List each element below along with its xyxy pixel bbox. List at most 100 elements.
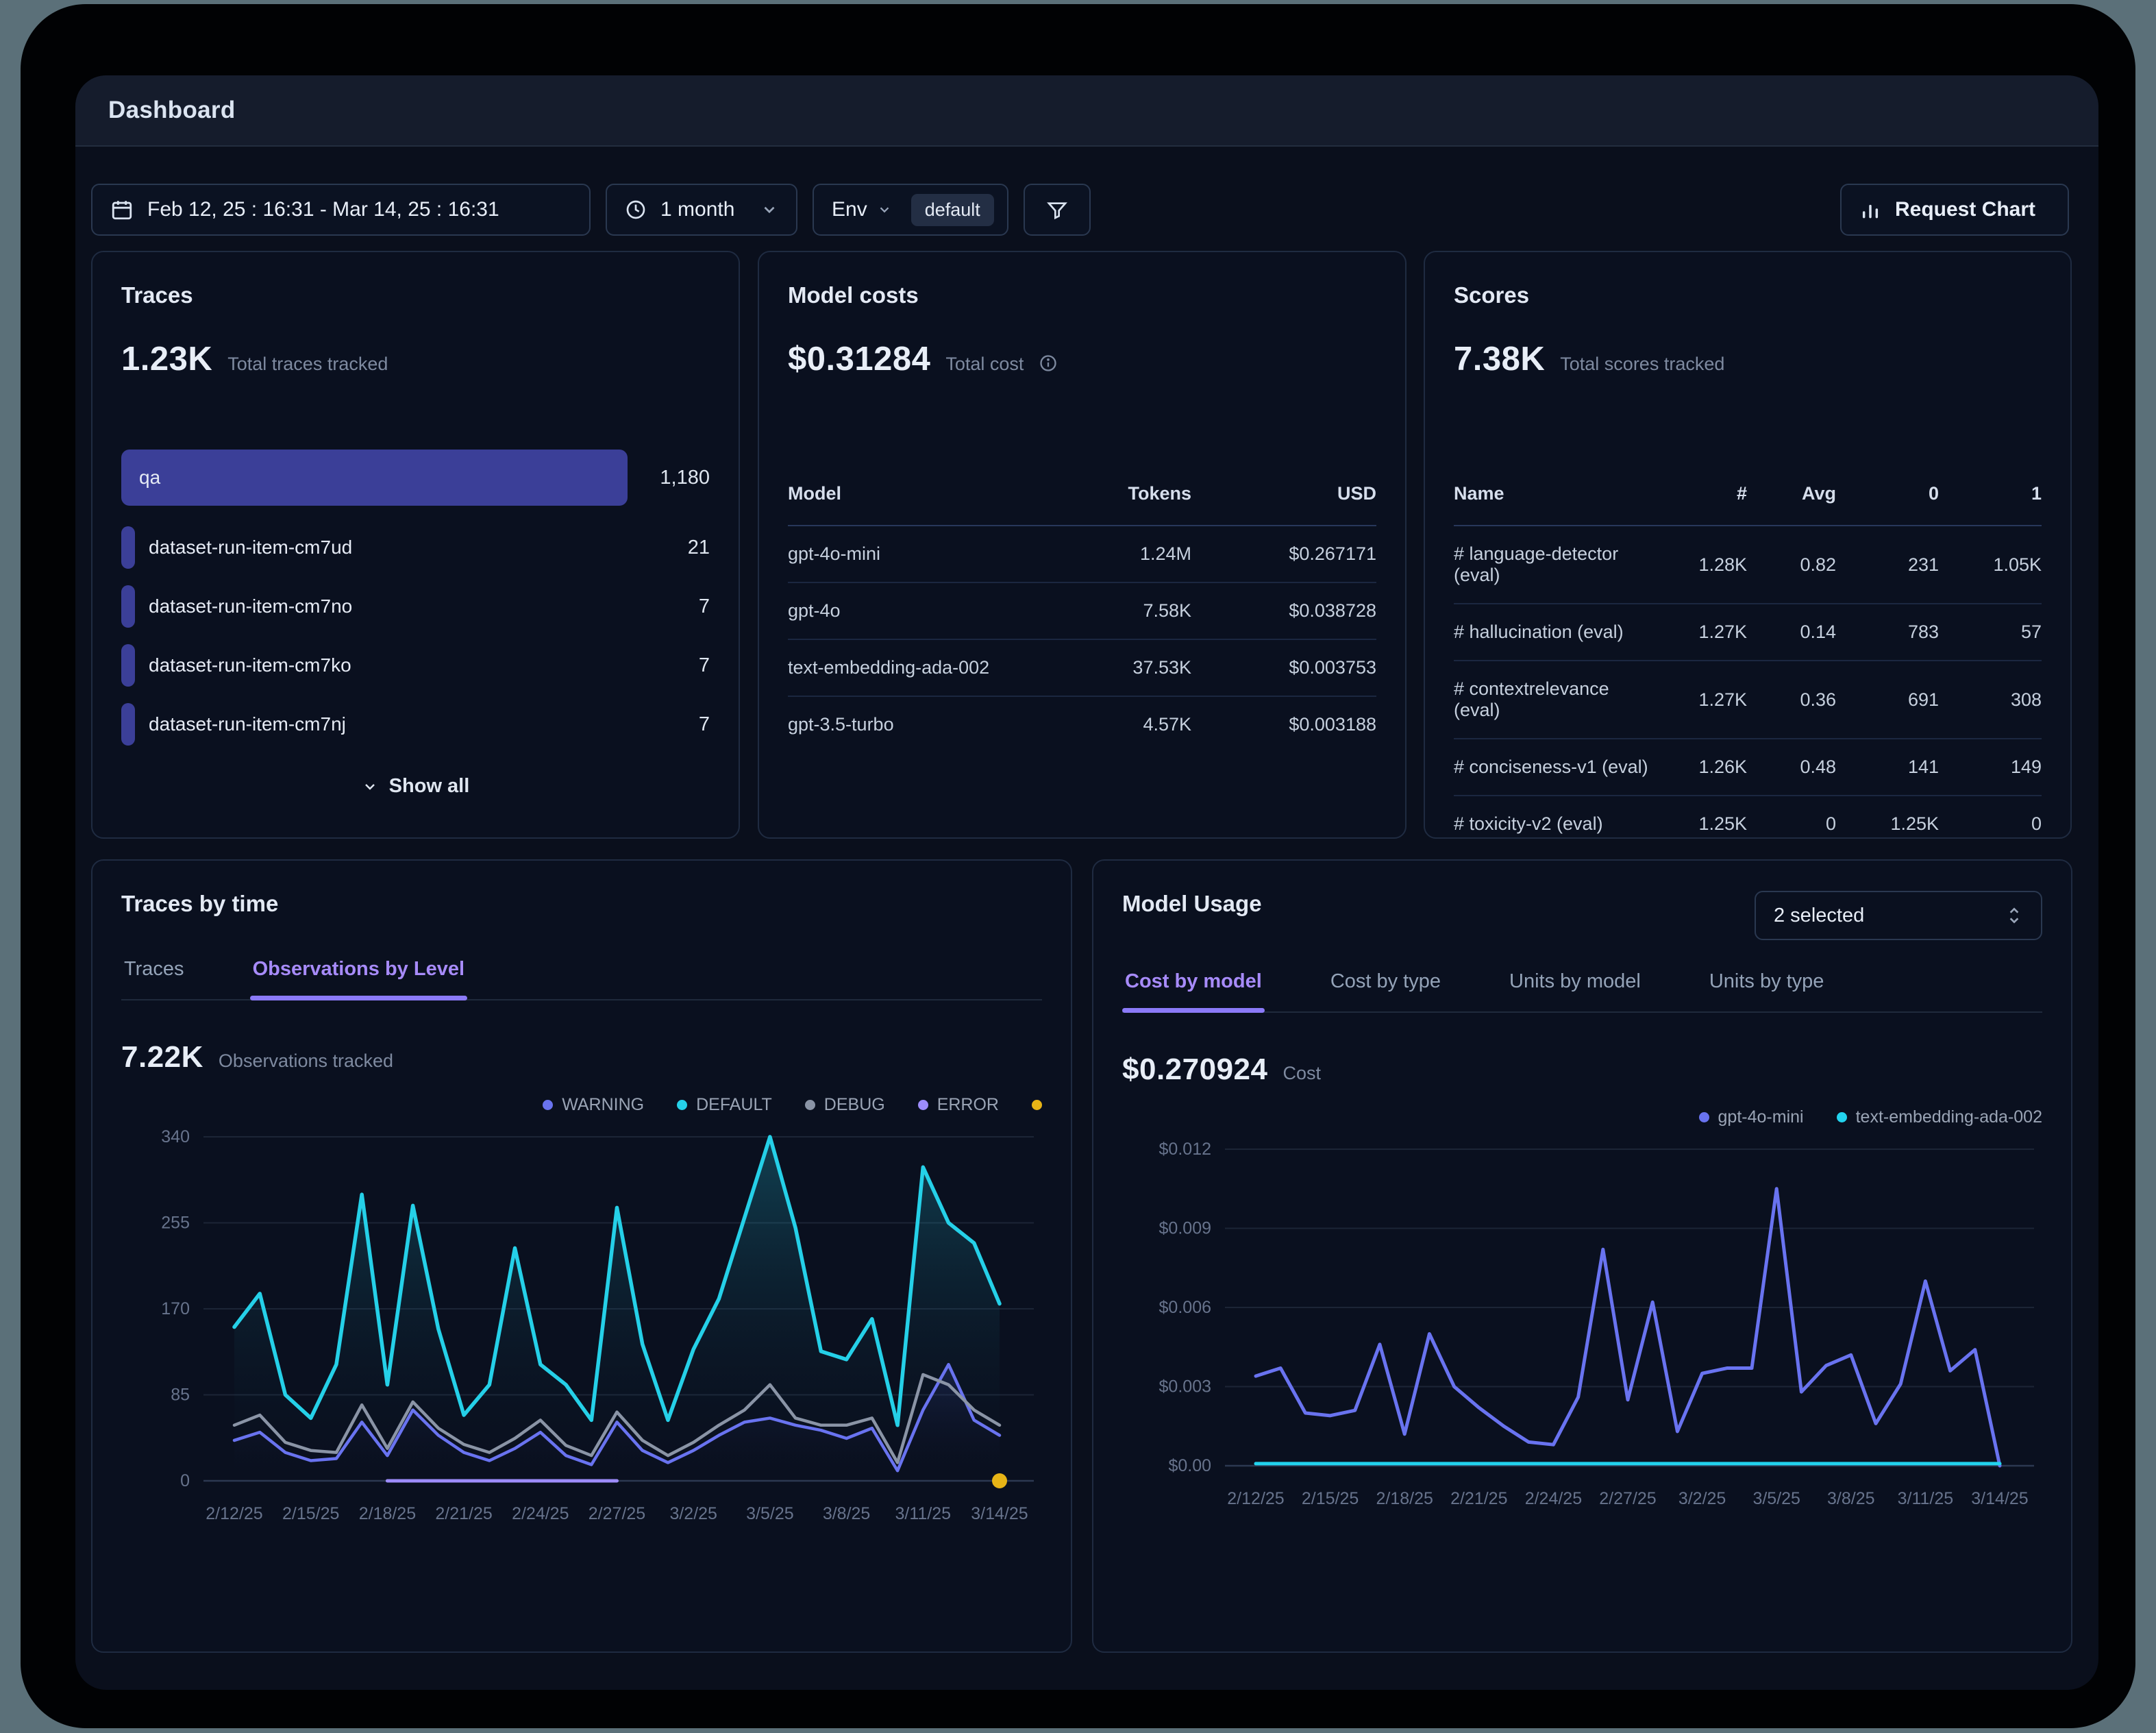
date-range-value: Feb 12, 25 : 16:31 - Mar 14, 25 : 16:31 <box>147 198 499 221</box>
table-cell: 1.25K <box>1890 813 1939 834</box>
x-axis-tick: 3/8/25 <box>823 1504 871 1523</box>
legend-dot-icon <box>1032 1100 1042 1110</box>
legend-item[interactable]: text-embedding-ada-002 <box>1836 1107 2042 1127</box>
trace-row: dataset-run-item-cm7ko 7 <box>121 644 710 687</box>
legend-item[interactable]: DEFAULT <box>677 1095 772 1115</box>
legend-item[interactable]: ERROR <box>917 1095 999 1115</box>
table-cell: 308 <box>1939 661 2042 739</box>
table-cell: 1.05K <box>1939 526 2042 604</box>
cost-by-model-chart: $0.00 $0.003 $0.006 $0.009 $0.012 2/12/25 2/15… <box>1159 1140 2034 1508</box>
env-label: Env <box>832 198 867 221</box>
trace-count: 21 <box>687 536 710 558</box>
model-usage-title: Model Usage <box>1122 891 1262 916</box>
tab-observations-by-level[interactable]: Observations by Level <box>249 955 468 1000</box>
date-range-picker[interactable]: Feb 12, 25 : 16:31 - Mar 14, 25 : 16:31 <box>91 184 591 236</box>
y-axis-tick: $0.003 <box>1159 1377 1211 1397</box>
model-costs-card: Model costs $0.31284 Total cost Model Tok… <box>758 251 1407 839</box>
x-axis-tick: 2/15/25 <box>1302 1489 1359 1508</box>
env-filter[interactable]: Env default <box>813 184 1008 236</box>
y-axis-tick: 0 <box>180 1471 190 1490</box>
table-cell: 1.24M <box>1034 526 1191 583</box>
trace-row: dataset-run-item-cm7no 7 <box>121 585 710 628</box>
request-chart-button[interactable]: Request Chart <box>1840 184 2069 236</box>
x-axis-tick: 2/24/25 <box>1525 1489 1582 1508</box>
clock-icon <box>625 199 647 221</box>
table-cell: 0 <box>1825 813 1836 834</box>
table-cell: text-embedding-ada-002 <box>788 640 1034 697</box>
traces-total-label: Total traces tracked <box>227 354 388 374</box>
y-axis-tick: 340 <box>161 1127 190 1146</box>
legend-item[interactable]: gpt-4o-mini <box>1698 1107 1804 1127</box>
y-axis-tick: 85 <box>171 1386 190 1405</box>
tab-units-by-model[interactable]: Units by model <box>1509 970 1641 992</box>
scores-card: Scores 7.38K Total scores tracked Name # A… <box>1424 251 2072 912</box>
legend-item[interactable]: DEBUG <box>804 1095 885 1115</box>
x-axis-tick: 3/8/25 <box>1827 1489 1875 1508</box>
x-axis-tick: 3/14/25 <box>1971 1489 2028 1508</box>
cost-chart-legend: gpt-4o-mini text-embedding-ada-002 <box>1122 1107 2042 1127</box>
filter-button[interactable] <box>1024 184 1091 236</box>
x-axis-tick: 2/21/25 <box>435 1504 492 1523</box>
tab-cost-by-type[interactable]: Cost by type <box>1330 970 1441 992</box>
x-axis-tick: 3/2/25 <box>669 1504 717 1523</box>
table-cell: 1.26K <box>1651 739 1747 796</box>
model-select-value: 2 selected <box>1774 904 1865 926</box>
table-cell: # conciseness-v1 (eval) <box>1454 739 1651 796</box>
app-window: Dashboard Feb 12, 25 : 16:31 - Mar 14, 2… <box>21 4 2135 1728</box>
x-axis-tick: 3/14/25 <box>971 1504 1028 1523</box>
x-axis-tick: 3/5/25 <box>1752 1489 1800 1508</box>
trace-name: qa <box>139 467 161 488</box>
model-costs-total-label: Total cost <box>945 354 1024 374</box>
table-cell: 783 <box>1836 604 1939 661</box>
trace-bar-area: qa <box>121 450 628 506</box>
table-cell: 1.25K <box>1698 813 1747 834</box>
x-axis-tick: 3/5/25 <box>746 1504 794 1523</box>
trace-count: 7 <box>698 595 710 617</box>
info-icon[interactable] <box>1039 354 1058 373</box>
tab-cost-by-model[interactable]: Cost by model <box>1122 968 1265 1013</box>
trace-count: 7 <box>698 713 710 735</box>
table-cell: # toxicity-v2 (eval) <box>1454 813 1603 834</box>
tab-units-by-type[interactable]: Units by type <box>1709 970 1824 992</box>
table-cell: 0.36 <box>1747 661 1836 739</box>
table-cell: gpt-4o <box>788 583 1034 640</box>
model-costs-title: Model costs <box>788 282 919 308</box>
page-title: Dashboard <box>108 97 236 123</box>
x-axis-tick: 2/18/25 <box>359 1504 416 1523</box>
y-axis-tick: $0.009 <box>1159 1219 1211 1238</box>
scores-table: Name # Avg 0 1 # language-detector (eval) 1.28… <box>1454 466 2042 852</box>
table-cell: 4.57K <box>1143 714 1191 735</box>
legend-item[interactable] <box>1032 1100 1042 1110</box>
chevron-down-icon <box>760 201 778 219</box>
trace-bar <box>121 703 135 746</box>
trace-name: dataset-run-item-cm7ko <box>149 654 351 676</box>
x-axis-tick: 2/27/25 <box>588 1504 645 1523</box>
trace-bar-area: dataset-run-item-cm7ko <box>121 644 628 687</box>
table-cell: 231 <box>1836 526 1939 604</box>
x-axis-tick: 2/12/25 <box>206 1504 262 1523</box>
table-cell: # language-detector (eval) <box>1454 526 1651 604</box>
legend-label: text-embedding-ada-002 <box>1855 1107 2042 1127</box>
model-select[interactable]: 2 selected <box>1755 891 2042 940</box>
column-header: 1 <box>1939 466 2042 526</box>
trace-bar-area: dataset-run-item-cm7nj <box>121 703 628 746</box>
x-axis-tick: 2/21/25 <box>1450 1489 1507 1508</box>
trace-bar <box>121 585 135 628</box>
legend-label: DEBUG <box>823 1095 885 1114</box>
legend-dot-icon <box>1836 1112 1847 1122</box>
table-cell: 149 <box>1939 739 2042 796</box>
legend-item[interactable]: WARNING <box>543 1095 644 1115</box>
trace-bar <box>121 644 135 687</box>
trace-row: qa 1,180 <box>121 450 710 506</box>
trace-row: dataset-run-item-cm7ud 21 <box>121 526 710 569</box>
tab-traces[interactable]: Traces <box>124 958 184 980</box>
table-cell: 1.27K <box>1651 661 1747 739</box>
traces-show-all-button[interactable]: Show all <box>92 775 739 798</box>
x-axis-tick: 2/15/25 <box>282 1504 339 1523</box>
table-cell: 1.27K <box>1651 604 1747 661</box>
table-cell: gpt-4o-mini <box>788 526 1034 583</box>
legend-dot-icon <box>917 1100 928 1110</box>
column-header: # <box>1651 466 1747 526</box>
legend-label: DEFAULT <box>696 1095 772 1114</box>
timeframe-select[interactable]: 1 month <box>606 184 797 236</box>
